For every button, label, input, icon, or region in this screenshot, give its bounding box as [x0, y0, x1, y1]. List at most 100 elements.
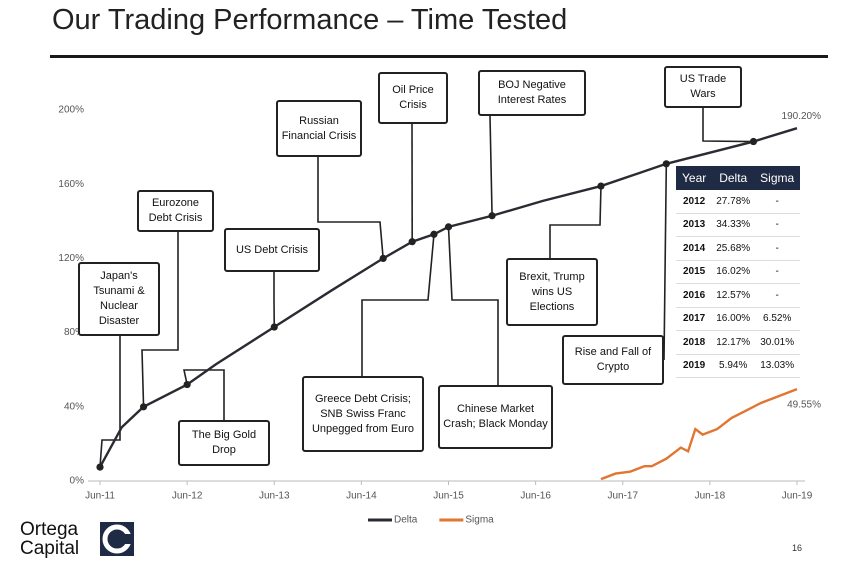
y-tick-label: 120%: [58, 253, 84, 264]
annotation-box: Eurozone Debt Crisis: [137, 190, 214, 232]
y-tick-label: 200%: [58, 105, 84, 116]
event-point: [408, 238, 416, 246]
table-cell: 2014: [676, 236, 713, 261]
annotation-box: Oil Price Crisis: [378, 72, 448, 124]
x-tick-label: Jun-13: [259, 491, 290, 502]
annotation-box: The Big Gold Drop: [178, 420, 270, 466]
page-number: 16: [792, 543, 803, 553]
table-row: 2013 34.33% -: [676, 213, 801, 237]
annotation-box: Brexit, Trump wins US Elections: [506, 258, 598, 326]
annotation-box: Japan's Tsunami & Nuclear Disaster: [78, 262, 160, 336]
y-tick-label: 80%: [64, 327, 84, 338]
legend-label: Sigma: [465, 515, 494, 526]
table-cell: 30.01%: [754, 330, 801, 355]
value-label: 49.55%: [787, 400, 821, 411]
table-cell: -: [754, 260, 801, 284]
table-cell: 2016: [676, 283, 713, 308]
title-rule: [50, 55, 828, 58]
table-cell: 34.33%: [712, 213, 755, 237]
event-point: [379, 254, 387, 262]
table-cell: 13.03%: [754, 354, 801, 378]
annotation-connector: [489, 115, 493, 216]
table-cell: 2012: [676, 190, 713, 214]
slide-title: Our Trading Performance – Time Tested: [52, 4, 568, 36]
legend-label: Delta: [394, 515, 418, 526]
table-cell: 16.00%: [712, 307, 755, 331]
table-row: 2012 27.78% -: [676, 190, 801, 214]
event-point: [597, 182, 605, 190]
table-cell: 2019: [676, 354, 713, 378]
y-tick-label: 40%: [64, 401, 84, 412]
table-cell: 16.02%: [712, 260, 755, 284]
table-cell: 2015: [676, 260, 713, 284]
event-point: [749, 137, 758, 146]
annotation-connector: [99, 336, 121, 468]
table-cell: 2018: [676, 330, 713, 355]
annotation-connector: [447, 226, 499, 385]
x-tick-label: Jun-15: [433, 491, 464, 502]
x-tick-label: Jun-11: [85, 491, 115, 502]
annotation-connector: [663, 163, 668, 361]
x-tick-label: Jun-18: [695, 491, 726, 502]
table-cell: -: [754, 213, 801, 237]
table-row: 2018 12.17% 30.01%: [676, 330, 801, 355]
logo-text: Capital: [20, 538, 80, 559]
returns-table: Year Delta Sigma 2012 27.78% -2013 34.33% -2014…: [676, 166, 801, 378]
annotation-connector: [702, 108, 754, 143]
event-point: [662, 160, 670, 168]
annotation-connector: [183, 369, 225, 420]
event-point: [139, 403, 148, 411]
value-label: 190.20%: [782, 111, 822, 122]
annotation-box: US Debt Crisis: [224, 228, 320, 272]
table-row: 2017 16.00% 6.52%: [676, 307, 801, 331]
table-cell: 12.17%: [712, 330, 755, 355]
x-tick-label: Jun-16: [520, 491, 551, 502]
annotation-connector: [361, 234, 435, 376]
series-line: [600, 387, 798, 481]
table-cell: -: [754, 283, 801, 308]
y-tick-label: 160%: [58, 179, 84, 190]
annotation-box: Russian Financial Crisis: [276, 100, 362, 157]
table-cell: 6.52%: [754, 307, 801, 331]
event-point: [96, 463, 104, 471]
x-tick-label: Jun-14: [346, 491, 377, 502]
table-cell: -: [754, 236, 801, 261]
x-tick-label: Jun-12: [172, 491, 203, 502]
table-cell: 2013: [676, 213, 713, 237]
event-point: [444, 223, 453, 231]
annotation-box: Greece Debt Crisis; SNB Swiss Franc Unpe…: [302, 376, 424, 452]
table-cell: 2017: [676, 307, 713, 331]
table-cell: -: [754, 190, 801, 214]
annotation-box: BOJ Negative Interest Rates: [478, 70, 586, 116]
y-tick-label: 0%: [70, 476, 85, 487]
table-row: 2016 12.57% -: [676, 283, 801, 308]
table-row: 2015 16.02% -: [676, 260, 801, 284]
table-cell: 25.68%: [712, 236, 755, 261]
annotation-connector: [317, 157, 384, 259]
event-point: [430, 230, 438, 238]
x-tick-label: Jun-17: [607, 491, 638, 502]
table-header-cell: Delta: [712, 166, 755, 190]
table-cell: 5.94%: [712, 354, 755, 378]
table-header-cell: Year: [676, 166, 713, 190]
table-row: 2014 25.68% -: [676, 236, 801, 261]
table-header-row: Year Delta Sigma: [676, 166, 801, 190]
event-point: [183, 380, 191, 389]
annotation-box: Chinese Market Crash; Black Monday: [438, 385, 553, 449]
x-tick-label: Jun-19: [782, 491, 813, 502]
annotation-connector: [141, 232, 179, 407]
table-header-cell: Sigma: [754, 166, 801, 190]
logo-icon: [100, 522, 134, 556]
logo: Ortega Capital: [20, 519, 134, 559]
event-point: [270, 323, 278, 331]
table-cell: 27.78%: [712, 190, 755, 214]
annotation-box: Rise and Fall of Crypto: [562, 335, 664, 385]
table-row: 2019 5.94% 13.03%: [676, 354, 801, 378]
table-cell: 12.57%: [712, 283, 755, 308]
annotation-box: US Trade Wars: [664, 66, 742, 108]
logo-text: Ortega: [20, 519, 79, 540]
event-point: [488, 212, 496, 220]
annotation-connector: [549, 186, 602, 258]
